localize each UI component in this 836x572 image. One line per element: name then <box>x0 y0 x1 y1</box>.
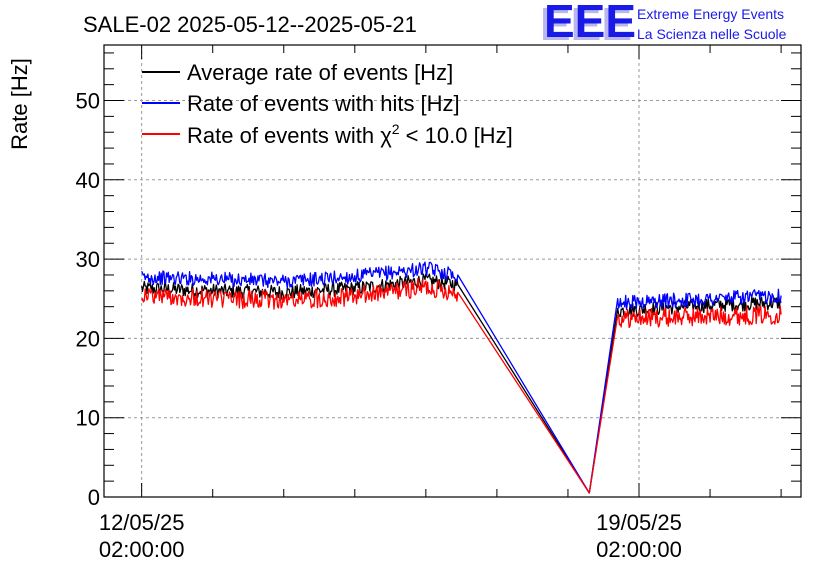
plot-frame <box>103 44 802 498</box>
axis-ticks <box>104 45 801 498</box>
series-hits-rate <box>141 261 782 494</box>
legend: Average rate of events [Hz] Rate of even… <box>142 60 513 148</box>
eee-logo: EEE EEE Extreme Energy Events La Scienza… <box>540 0 787 50</box>
tick-labels: 0102030405012/05/2502:00:0019/05/2502:00… <box>76 89 682 562</box>
y-tick-label: 10 <box>76 406 100 431</box>
y-tick-label: 30 <box>76 247 100 272</box>
y-axis-label: Rate [Hz] <box>7 58 32 150</box>
logo-line-2: La Scienza nelle Scuole <box>637 26 787 42</box>
grid-lines <box>104 45 801 497</box>
eee-logo-mark: EEE <box>544 0 636 47</box>
x-tick-label-time: 02:00:00 <box>596 537 682 562</box>
series-lines <box>141 261 782 494</box>
y-tick-label: 50 <box>76 89 100 114</box>
series-chi2-rate <box>141 277 782 494</box>
eee-logo-shadow: EEE <box>540 0 632 50</box>
y-tick-label: 40 <box>76 168 100 193</box>
legend-label-average: Average rate of events [Hz] <box>187 60 453 85</box>
y-tick-label: 0 <box>88 485 100 510</box>
chart-title: SALE-02 2025-05-12--2025-05-21 <box>83 12 417 37</box>
y-tick-label: 20 <box>76 326 100 351</box>
x-tick-label-time: 02:00:00 <box>99 537 185 562</box>
x-tick-label-date: 12/05/25 <box>99 510 185 535</box>
logo-line-1: Extreme Energy Events <box>637 6 784 22</box>
legend-label-chi2: Rate of events with χ2 < 10.0 [Hz] <box>187 121 513 148</box>
x-tick-label-date: 19/05/25 <box>596 510 682 535</box>
legend-label-hits: Rate of events with hits [Hz] <box>187 91 460 116</box>
